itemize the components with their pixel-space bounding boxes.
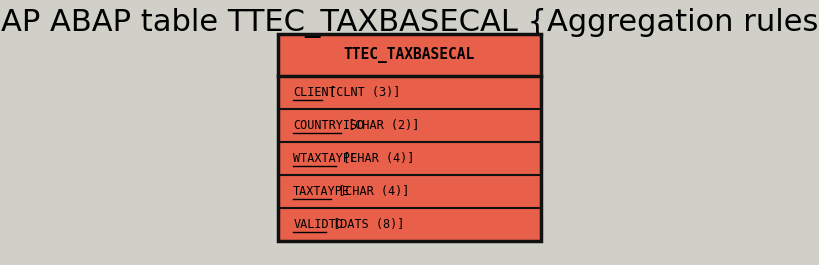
Text: [CHAR (4)]: [CHAR (4)]: [331, 185, 410, 198]
Text: COUNTRYISO: COUNTRYISO: [293, 119, 364, 132]
Text: SAP ABAP table TTEC_TAXBASECAL {Aggregation rules}: SAP ABAP table TTEC_TAXBASECAL {Aggregat…: [0, 8, 819, 38]
Bar: [278, 34, 541, 241]
Text: TTEC_TAXBASECAL: TTEC_TAXBASECAL: [344, 47, 475, 63]
Text: CLIENT: CLIENT: [293, 86, 336, 99]
Text: WTAXTAYPE: WTAXTAYPE: [293, 152, 357, 165]
Text: [CHAR (2)]: [CHAR (2)]: [341, 119, 419, 132]
Text: VALIDTO: VALIDTO: [293, 218, 343, 231]
Text: [CLNT (3)]: [CLNT (3)]: [322, 86, 400, 99]
Text: TAXTAYPE: TAXTAYPE: [293, 185, 351, 198]
Bar: [278, 34, 541, 241]
Text: [CHAR (4)]: [CHAR (4)]: [336, 152, 414, 165]
Text: [DATS (8)]: [DATS (8)]: [327, 218, 405, 231]
